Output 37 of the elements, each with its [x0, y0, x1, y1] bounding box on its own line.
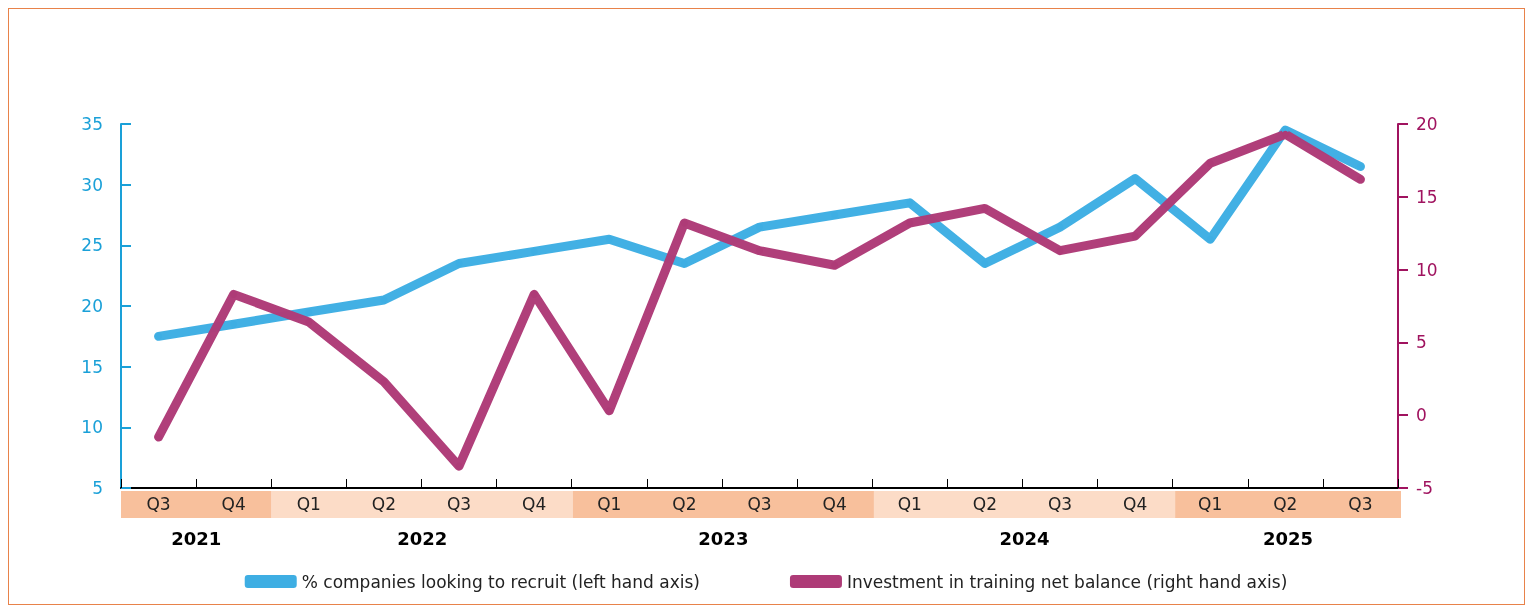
x-tick-label: Q4: [522, 493, 547, 514]
x-tick-label: Q3: [747, 493, 772, 514]
x-tick-label: Q1: [296, 493, 321, 514]
legend-label: % companies looking to recruit (left hand axis): [301, 571, 700, 592]
y2-tick-label: 10: [1416, 259, 1438, 280]
x-tick-label: Q4: [221, 493, 246, 514]
text: 2025: [1263, 527, 1314, 549]
y-tick-label: 5: [92, 478, 103, 498]
x-tick-label: Q2: [972, 493, 997, 514]
text: 2023: [698, 527, 749, 549]
y2-tick-label: -5: [1416, 478, 1433, 498]
x-tick-label: Q2: [371, 493, 397, 514]
x-tick-label: Q1: [1198, 493, 1223, 514]
y2-tick-label: 20: [1416, 114, 1438, 134]
x-tick-label: Q2: [1273, 493, 1298, 514]
x-tick-label: Q4: [1122, 493, 1148, 514]
x-tick-label: Q3: [1047, 493, 1073, 514]
y-tick-label: 20: [81, 296, 103, 316]
x-tick-label: Q2: [672, 493, 697, 514]
x-tick-label: Q1: [897, 493, 922, 514]
x-tick-label: Q4: [822, 493, 847, 514]
y-tick-label: 35: [81, 114, 103, 134]
y-tick-label: 15: [81, 356, 103, 377]
text: 2021: [171, 527, 222, 549]
y2-tick-label: 5: [1416, 332, 1427, 353]
y-tick-label: 25: [81, 235, 103, 256]
legend-label: Investment in training net balance (right hand axis): [846, 571, 1288, 592]
x-tick-label: Q3: [1348, 493, 1373, 514]
x-tick-label: Q3: [146, 493, 171, 514]
text: 2024: [999, 527, 1050, 549]
x-tick-label: Q1: [597, 493, 622, 514]
y-tick-label: 10: [81, 417, 103, 438]
y-tick-label: 30: [81, 174, 103, 195]
text: 2022: [397, 527, 448, 549]
y2-tick-label: 15: [1416, 186, 1438, 207]
x-tick-label: Q3: [446, 493, 472, 514]
y2-tick-label: 0: [1416, 405, 1427, 426]
